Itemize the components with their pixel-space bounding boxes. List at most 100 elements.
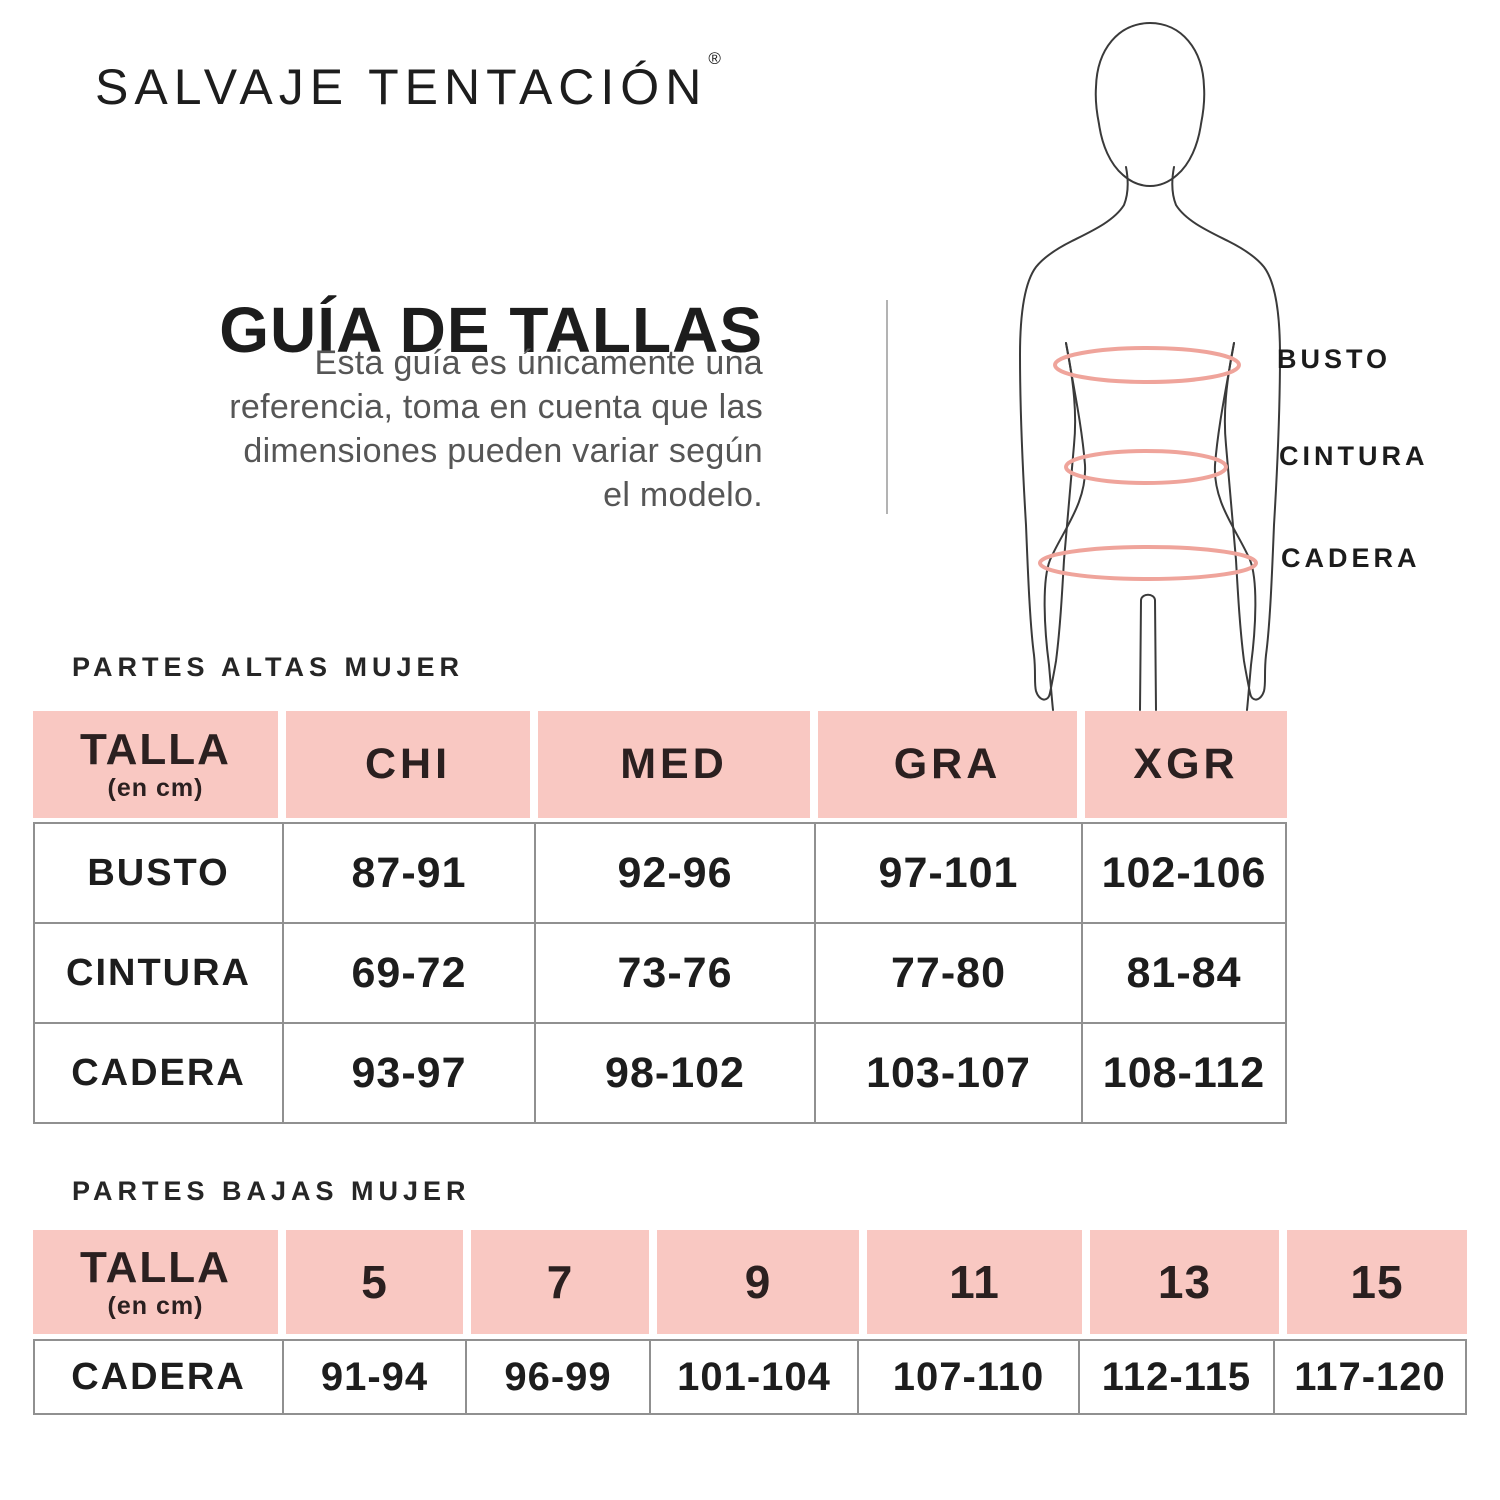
waist-measure-line bbox=[1064, 449, 1228, 485]
value: 73-76 bbox=[617, 948, 733, 997]
head-outline bbox=[1094, 21, 1206, 188]
value-cell: 101-104 bbox=[649, 1341, 857, 1413]
table-row-cintura: CINTURA 69-72 73-76 77-80 81-84 bbox=[35, 922, 1285, 1022]
value-cell: 117-120 bbox=[1273, 1341, 1465, 1413]
left-arm-outline bbox=[1018, 166, 1129, 701]
value: 108-112 bbox=[1102, 1048, 1266, 1097]
figure-label-cadera: CADERA bbox=[1281, 543, 1421, 573]
value: 92-96 bbox=[617, 848, 733, 897]
tops-table-header: TALLA (en cm) CHI MED GRA XGR bbox=[33, 711, 1287, 818]
value: 102-106 bbox=[1101, 848, 1267, 897]
value-cell: 102-106 bbox=[1081, 824, 1285, 922]
vertical-divider bbox=[886, 300, 888, 514]
value: 91-94 bbox=[320, 1354, 429, 1399]
bust-measure-line bbox=[1053, 346, 1241, 384]
intro-description-line: dimensiones pueden variar según bbox=[243, 432, 763, 470]
tops-header-size: MED bbox=[538, 711, 810, 818]
bottoms-size-15: 15 bbox=[1350, 1256, 1404, 1308]
value: 117-120 bbox=[1294, 1354, 1446, 1399]
bottoms-header-talla-cell: TALLA (en cm) bbox=[33, 1230, 278, 1334]
row-label-cell: CINTURA bbox=[35, 924, 282, 1022]
value-cell: 81-84 bbox=[1081, 924, 1285, 1022]
bottoms-size-5: 5 bbox=[361, 1256, 388, 1308]
value: 96-99 bbox=[504, 1354, 612, 1399]
value-cell: 93-97 bbox=[282, 1024, 534, 1122]
value-cell: 91-94 bbox=[282, 1341, 465, 1413]
bottoms-header-size: 9 bbox=[657, 1230, 859, 1334]
row-label: BUSTO bbox=[87, 851, 230, 894]
row-label: CINTURA bbox=[66, 951, 251, 994]
tops-unit-label: (en cm) bbox=[107, 774, 204, 802]
value: 107-110 bbox=[892, 1354, 1045, 1399]
bottoms-talla-label: TALLA bbox=[80, 1242, 231, 1292]
bottoms-size-13: 13 bbox=[1157, 1256, 1212, 1308]
tops-table-title: PARTES ALTAS MUJER bbox=[72, 652, 465, 682]
tops-header-size: GRA bbox=[818, 711, 1077, 818]
row-label: CADERA bbox=[71, 1355, 246, 1398]
value: 97-101 bbox=[878, 848, 1019, 897]
value: 81-84 bbox=[1126, 948, 1242, 997]
tops-talla-label: TALLA bbox=[80, 725, 231, 774]
bottoms-unit-label: (en cm) bbox=[107, 1291, 204, 1320]
intro-description-line: Esta guía es únicamente una bbox=[314, 344, 763, 382]
value-cell: 107-110 bbox=[857, 1341, 1078, 1413]
value-cell: 73-76 bbox=[534, 924, 814, 1022]
table-row-cadera: CADERA 91-94 96-99 101-104 107-110 112-1… bbox=[35, 1341, 1465, 1413]
bottoms-size-7: 7 bbox=[546, 1256, 574, 1308]
torso-right-outline bbox=[1213, 342, 1257, 711]
intro-description: Esta guía es únicamente una referencia, … bbox=[60, 341, 763, 517]
value-cell: 92-96 bbox=[534, 824, 814, 922]
value-cell: 69-72 bbox=[282, 924, 534, 1022]
row-label-cell: CADERA bbox=[35, 1341, 282, 1413]
value: 103-107 bbox=[866, 1048, 1031, 1097]
body-silhouette-illustration bbox=[1018, 21, 1282, 711]
bottoms-header-size: 11 bbox=[867, 1230, 1082, 1334]
value-cell: 112-115 bbox=[1078, 1341, 1273, 1413]
table-row-cadera: CADERA 93-97 98-102 103-107 108-112 bbox=[35, 1022, 1285, 1122]
tops-size-chi: CHI bbox=[364, 740, 452, 788]
value-cell: 87-91 bbox=[282, 824, 534, 922]
value-cell: 98-102 bbox=[534, 1024, 814, 1122]
bottoms-table-body: CADERA 91-94 96-99 101-104 107-110 112-1… bbox=[33, 1339, 1467, 1415]
page-title: GUÍA DE TALLAS bbox=[219, 293, 763, 366]
value: 77-80 bbox=[891, 948, 1006, 997]
value-cell: 103-107 bbox=[814, 1024, 1081, 1122]
bottoms-header-size: 7 bbox=[471, 1230, 649, 1334]
tops-size-med: MED bbox=[620, 740, 728, 788]
tops-table-body: BUSTO 87-91 92-96 97-101 102-106 CINTURA… bbox=[33, 822, 1287, 1124]
value: 69-72 bbox=[351, 948, 467, 997]
bottoms-size-11: 11 bbox=[949, 1256, 1000, 1308]
value: 101-104 bbox=[677, 1354, 831, 1399]
value-cell: 97-101 bbox=[814, 824, 1081, 922]
bottoms-table-title: PARTES BAJAS MUJER bbox=[72, 1176, 471, 1206]
tops-header-size: CHI bbox=[286, 711, 530, 818]
right-arm-outline bbox=[1171, 166, 1282, 701]
value: 112-115 bbox=[1101, 1354, 1252, 1399]
value-cell: 108-112 bbox=[1081, 1024, 1285, 1122]
tops-header-talla-cell: TALLA (en cm) bbox=[33, 711, 278, 818]
bottoms-header-size: 15 bbox=[1287, 1230, 1467, 1334]
value: 87-91 bbox=[351, 848, 467, 897]
registered-mark: ® bbox=[708, 49, 721, 69]
bottoms-header-size: 5 bbox=[286, 1230, 463, 1334]
tops-size-gra: GRA bbox=[893, 740, 1002, 788]
bottoms-table-header: TALLA (en cm) 5 7 9 11 13 15 bbox=[33, 1230, 1467, 1334]
brand-name: SALVAJE TENTACIÓN bbox=[95, 59, 708, 115]
legs-gap-outline bbox=[1139, 593, 1157, 711]
bottoms-size-9: 9 bbox=[744, 1256, 772, 1308]
figure-label-cintura: CINTURA bbox=[1279, 441, 1429, 471]
intro-description-line: referencia, toma en cuenta que las bbox=[229, 388, 763, 426]
brand-logo: SALVAJE TENTACIÓN® bbox=[95, 49, 721, 116]
intro-description-line: el modelo. bbox=[603, 476, 763, 514]
torso-left-outline bbox=[1043, 342, 1087, 711]
row-label-cell: CADERA bbox=[35, 1024, 282, 1122]
row-label: CADERA bbox=[71, 1051, 246, 1094]
figure-label-busto: BUSTO bbox=[1277, 344, 1392, 374]
row-label-cell: BUSTO bbox=[35, 824, 282, 922]
hip-measure-line bbox=[1038, 545, 1258, 581]
tops-header-size: XGR bbox=[1085, 711, 1287, 818]
bottoms-header-size: 13 bbox=[1090, 1230, 1279, 1334]
table-row-busto: BUSTO 87-91 92-96 97-101 102-106 bbox=[35, 824, 1285, 922]
value: 93-97 bbox=[351, 1048, 467, 1097]
